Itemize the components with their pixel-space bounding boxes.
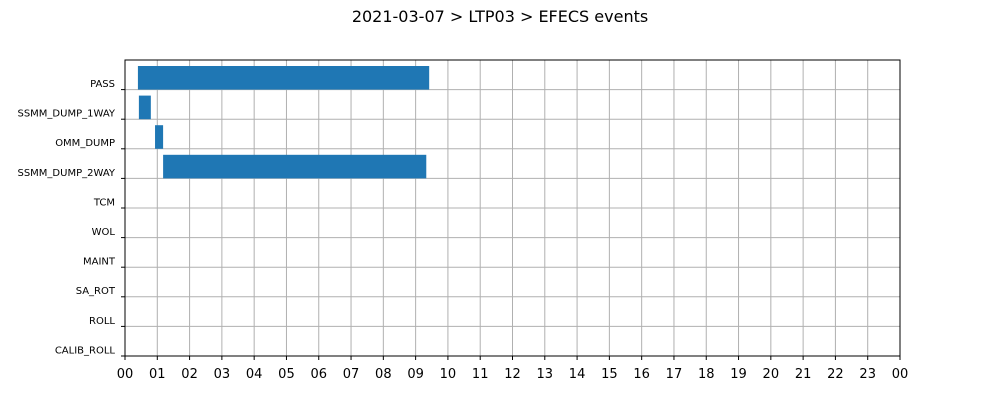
x-tick-label: 06 [310,367,327,382]
y-tick-label: TCM [93,197,115,208]
y-tick-label: SSMM_DUMP_2WAY [17,168,115,179]
x-tick-label: 07 [343,367,360,382]
x-tick-label: 23 [859,367,876,382]
x-tick-label: 04 [246,367,263,382]
x-tick-label: 14 [569,367,586,382]
y-tick-label: SSMM_DUMP_1WAY [17,109,115,120]
x-tick-label: 18 [698,367,715,382]
y-tick-label: SA_ROT [76,286,116,297]
y-tick-label: MAINT [83,257,116,268]
x-axis-labels: 00 01 02 03 04 05 06 07 08 09 10 11 12 13 14 15 16 17 18 19… [117,356,909,382]
y-tick-label: CALIB_ROLL [55,345,116,356]
x-tick-label: 00 [892,367,909,382]
x-tick-label: 15 [601,367,618,382]
x-tick-label: 16 [633,367,650,382]
event-bars [137,66,430,179]
y-tick-label: WOL [92,227,116,238]
x-tick-label: 20 [763,367,780,382]
x-tick-label: 21 [795,367,812,382]
x-tick-label: 00 [117,367,134,382]
x-tick-label: 03 [214,367,231,382]
x-tick-label: 05 [278,367,295,382]
grid-lines [125,60,900,357]
x-tick-label: 10 [440,367,457,382]
y-tick-label: OMM_DUMP [55,138,115,149]
x-tick-label: 13 [537,367,554,382]
x-tick-label: 12 [504,367,521,382]
x-tick-label: 19 [730,367,747,382]
event-bar-ssmm-dump-2way [163,154,427,179]
chart-title: 2021-03-07 > LTP03 > EFECS events [352,7,648,26]
x-tick-label: 08 [375,367,392,382]
y-tick-label: ROLL [89,316,115,327]
event-bar-ssmm-dump-1way [138,95,151,120]
x-tick-label: 22 [827,367,844,382]
x-tick-label: 09 [407,367,424,382]
y-tick-label: PASS [90,79,115,90]
x-tick-label: 11 [472,367,489,382]
x-tick-label: 17 [666,367,683,382]
y-axis-labels: PASS SSMM_DUMP_1WAY OMM_DUMP SSMM_DUMP_2WAY… [17,79,125,357]
x-tick-label: 01 [149,367,166,382]
event-bar-pass [137,66,430,90]
x-tick-label: 02 [181,367,198,382]
event-bar-omm-dump [155,125,164,149]
